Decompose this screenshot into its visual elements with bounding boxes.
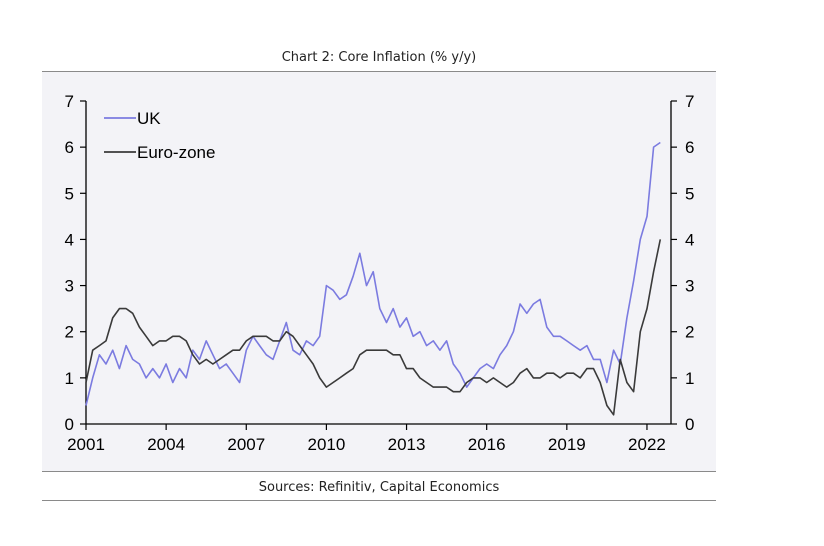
axes: 0 0 1 1 2 2 3 3 4 4 5 5 6 6 7 7 2001 2004 2007 2010 2013 2016… [65, 92, 695, 454]
y-tick-label-left: 4 [65, 230, 74, 249]
chart-panel [42, 72, 716, 471]
series-group [85, 141, 662, 416]
y-tick-label-left: 6 [65, 138, 74, 157]
source-divider-bottom [42, 500, 716, 501]
y-tick-label-left: 1 [65, 369, 74, 388]
legend-label-euro-zone: Euro-zone [137, 143, 215, 162]
x-tick-label: 2004 [147, 435, 185, 454]
y-tick-label-right: 5 [685, 184, 694, 203]
x-tick-label: 2016 [468, 435, 506, 454]
y-tick-label-right: 0 [685, 415, 694, 434]
x-tick-label: 2013 [388, 435, 426, 454]
x-tick-label: 2019 [548, 435, 586, 454]
y-tick-label-right: 1 [685, 369, 694, 388]
x-tick-label: 2007 [227, 435, 265, 454]
y-tick-label-left: 3 [65, 277, 74, 296]
legend: UK Euro-zone [104, 109, 215, 162]
chart-source: Sources: Refinitiv, Capital Economics [258, 480, 500, 495]
y-tick-label-left: 0 [65, 415, 74, 434]
x-tick-label: 2001 [67, 435, 105, 454]
title-divider [42, 71, 716, 72]
y-tick-label-right: 3 [685, 277, 694, 296]
y-tick-label-right: 2 [685, 323, 694, 342]
y-tick-label-left: 5 [65, 184, 74, 203]
y-tick-label-left: 2 [65, 323, 74, 342]
series-line-uk [85, 141, 661, 406]
source-divider-top [42, 471, 716, 472]
y-tick-label-right: 4 [685, 230, 694, 249]
y-tick-label-left: 7 [65, 92, 74, 111]
x-tick-label: 2010 [307, 435, 345, 454]
chart-title: Chart 2: Core Inflation (% y/y) [281, 50, 477, 65]
legend-label-uk: UK [137, 109, 161, 128]
series-line-euro-zone [85, 239, 662, 416]
y-tick-label-right: 7 [685, 92, 694, 111]
y-tick-label-right: 6 [685, 138, 694, 157]
x-tick-label: 2022 [628, 435, 666, 454]
